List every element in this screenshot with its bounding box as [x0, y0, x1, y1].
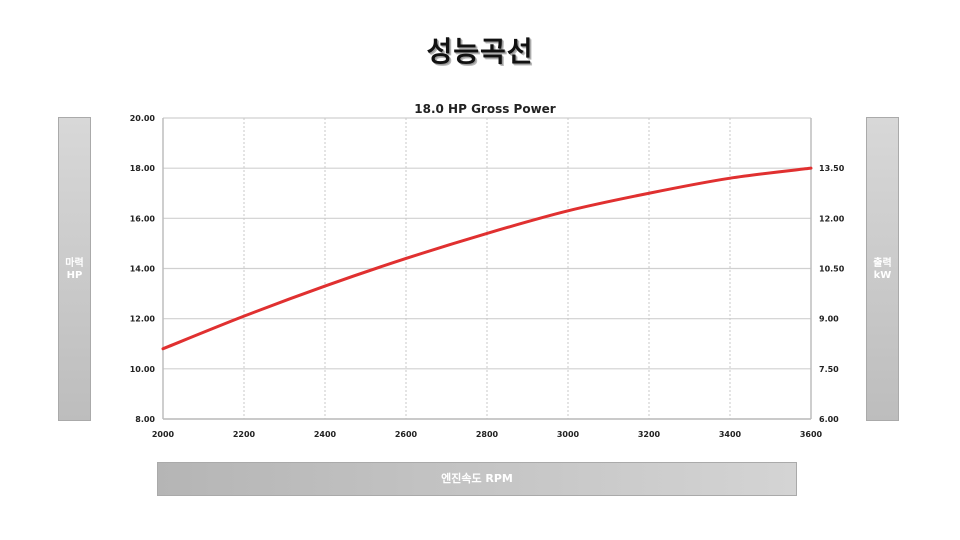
y2-tick-label: 9.00 — [819, 315, 839, 324]
y-tick-label: 12.00 — [130, 315, 156, 324]
chart-title: 18.0 HP Gross Power — [414, 102, 556, 116]
y2-tick-label: 10.50 — [819, 265, 845, 274]
y2-tick-label: 7.50 — [819, 365, 839, 374]
x-tick-label: 3000 — [557, 430, 580, 439]
y2-tick-label: 13.50 — [819, 164, 845, 173]
x-tick-label: 3200 — [638, 430, 661, 439]
chart-series — [161, 166, 813, 351]
left-axis-label: 마력 HP — [59, 258, 90, 282]
y2-tick-label: 6.00 — [819, 415, 839, 424]
left-axis-label-line2: HP — [66, 270, 83, 281]
chart-grid — [162, 117, 812, 420]
x-tick-label: 2800 — [476, 430, 499, 439]
y-tick-label: 10.00 — [130, 365, 156, 374]
y-tick-label: 16.00 — [130, 214, 156, 223]
x-tick-label: 3600 — [800, 430, 823, 439]
left-axis-label-box: 마력 HP — [58, 117, 91, 421]
left-axis-label-line1: 마력 — [65, 258, 84, 269]
power-curve-line — [161, 166, 813, 351]
bottom-axis-label-box: 엔진속도 RPM — [157, 462, 797, 496]
x-tick-label: 2200 — [233, 430, 256, 439]
right-axis-label-line1: 출력 — [873, 258, 892, 269]
y-tick-label: 8.00 — [135, 415, 155, 424]
y-tick-label: 18.00 — [130, 164, 156, 173]
y-tick-label: 14.00 — [130, 265, 156, 274]
chart-ticks: 8.00 10.00 12.00 14.00 16.00 18.00 20.00 6.00 7.… — [130, 114, 845, 439]
y-tick-label: 20.00 — [130, 114, 156, 123]
right-axis-label-line2: kW — [873, 270, 892, 281]
x-tick-label: 2400 — [314, 430, 337, 439]
x-tick-label: 2600 — [395, 430, 418, 439]
page-title: 성능곡선 — [426, 35, 534, 68]
x-tick-label: 2000 — [152, 430, 175, 439]
right-axis-label: 출력 kW — [867, 258, 898, 282]
y2-tick-label: 12.00 — [819, 214, 845, 223]
right-axis-label-box: 출력 kW — [866, 117, 899, 421]
x-tick-label: 3400 — [719, 430, 742, 439]
bottom-axis-label: 엔진속도 RPM — [441, 472, 513, 485]
